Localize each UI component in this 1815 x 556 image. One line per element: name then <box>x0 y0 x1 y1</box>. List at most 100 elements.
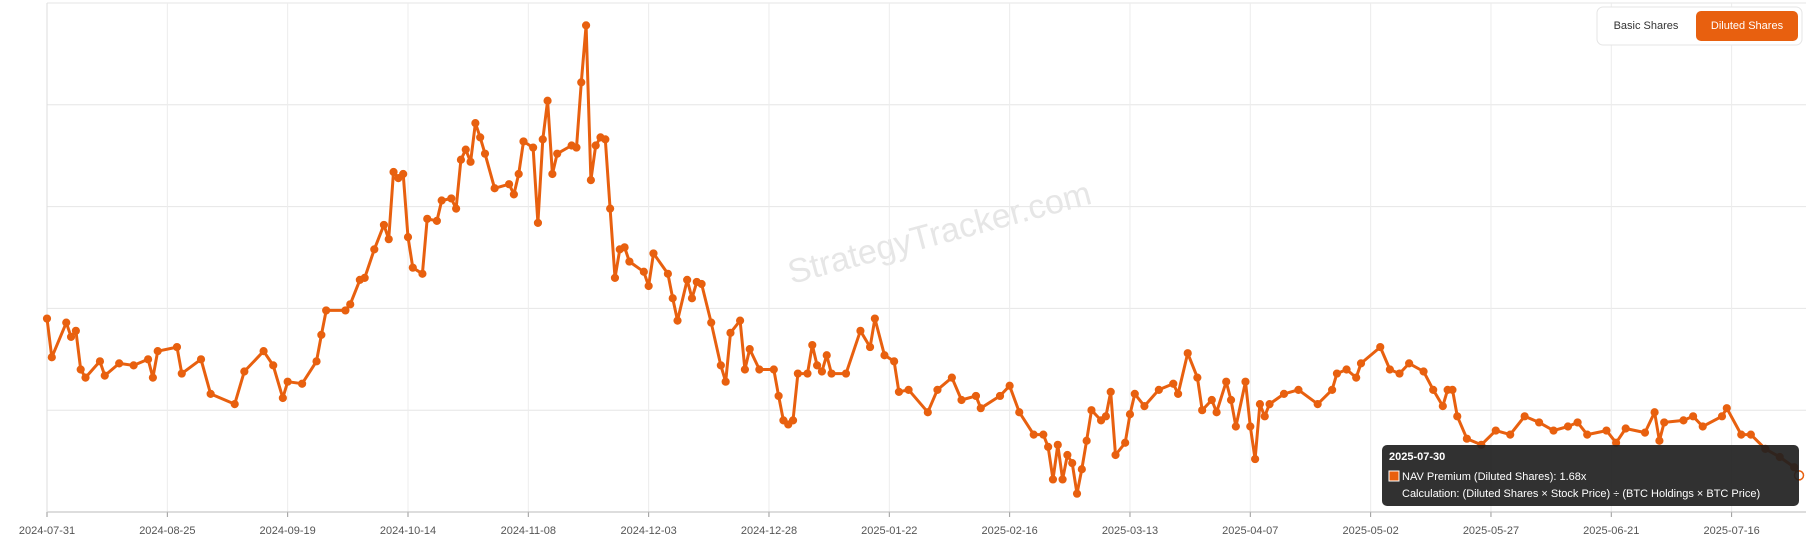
data-point <box>721 377 730 386</box>
data-point <box>230 399 239 409</box>
data-point <box>639 267 648 276</box>
x-tick-label: 2025-01-22 <box>861 525 917 537</box>
data-point <box>735 316 745 325</box>
data-point <box>269 361 278 370</box>
data-point <box>389 167 398 177</box>
data-point <box>317 330 326 339</box>
data-point <box>586 176 595 185</box>
data-point <box>1121 438 1130 447</box>
data-point <box>399 169 408 179</box>
basic-shares-button[interactable]: Basic Shares <box>1614 20 1679 32</box>
data-point <box>1549 426 1558 435</box>
data-point <box>890 357 899 366</box>
data-point <box>143 355 153 364</box>
data-point <box>62 318 71 327</box>
data-point <box>1193 373 1202 382</box>
data-point <box>346 300 355 309</box>
data-point <box>259 347 268 356</box>
data-point <box>384 235 393 244</box>
data-point <box>466 157 475 166</box>
data-point <box>740 365 750 374</box>
data-point <box>1438 402 1447 411</box>
data-point <box>1039 430 1048 439</box>
data-point <box>206 389 215 399</box>
data-point <box>1226 395 1236 405</box>
data-point <box>461 145 470 154</box>
data-point <box>880 351 889 360</box>
data-point <box>196 355 206 364</box>
data-point <box>817 367 827 376</box>
data-point <box>66 332 76 342</box>
data-point <box>822 351 831 360</box>
data-point <box>894 387 904 396</box>
data-point <box>1077 465 1086 474</box>
data-point <box>971 391 981 401</box>
data-point <box>1198 406 1207 415</box>
data-point <box>1679 416 1688 425</box>
data-point <box>519 137 528 146</box>
data-point <box>240 367 249 376</box>
data-point <box>1207 395 1216 405</box>
data-point <box>297 379 307 388</box>
data-point <box>1395 369 1404 378</box>
x-tick-label: 2024-11-08 <box>501 525 556 537</box>
data-point <box>1101 412 1111 421</box>
data-point <box>1255 399 1265 409</box>
data-point <box>1068 459 1077 468</box>
x-tick-label: 2025-06-21 <box>1583 525 1639 537</box>
data-point <box>490 184 499 193</box>
data-point <box>1087 406 1096 415</box>
data-point <box>697 279 706 289</box>
tooltip-title: 2025-07-30 <box>1389 451 1445 463</box>
data-point <box>1183 349 1192 358</box>
data-point <box>341 306 350 315</box>
data-point <box>1405 359 1414 368</box>
data-point <box>1520 412 1529 421</box>
data-point <box>1448 385 1457 394</box>
x-tick-label: 2024-10-14 <box>380 525 436 537</box>
data-point <box>1048 475 1058 484</box>
data-point <box>47 353 56 362</box>
data-point <box>529 143 538 152</box>
data-point <box>1621 424 1630 433</box>
x-tick-label: 2025-02-16 <box>981 525 1037 537</box>
data-point <box>1563 422 1573 431</box>
data-point <box>755 365 764 374</box>
data-point <box>370 245 379 254</box>
x-tick-label: 2025-04-07 <box>1222 525 1278 537</box>
data-point <box>437 196 446 205</box>
data-point <box>581 21 591 30</box>
x-tick-label: 2025-07-16 <box>1703 525 1759 537</box>
data-point <box>865 342 875 352</box>
data-point <box>683 275 692 284</box>
data-point <box>1246 422 1255 431</box>
data-point <box>1106 387 1115 396</box>
data-point <box>1044 442 1053 451</box>
data-point <box>803 369 812 378</box>
data-point <box>1650 408 1659 417</box>
data-point <box>976 404 985 413</box>
data-point <box>1260 412 1269 421</box>
data-point <box>1251 454 1260 464</box>
data-point <box>788 416 798 425</box>
data-point <box>1491 426 1500 435</box>
tooltip-swatch <box>1388 470 1400 482</box>
data-point <box>1082 436 1091 445</box>
x-tick-label: 2024-12-28 <box>741 525 797 537</box>
data-point <box>813 361 822 370</box>
data-point <box>509 190 518 199</box>
data-point <box>1462 434 1471 443</box>
diluted-shares-button-bg[interactable] <box>1696 11 1798 41</box>
data-point <box>957 395 966 405</box>
tooltip: 2025-07-30 NAV Premium (Diluted Shares):… <box>1382 445 1799 506</box>
diluted-shares-button[interactable]: Diluted Shares <box>1711 20 1784 32</box>
data-point <box>1419 367 1428 376</box>
data-point <box>1506 430 1515 439</box>
data-point <box>418 269 427 278</box>
data-point <box>726 328 735 337</box>
data-point <box>774 391 783 401</box>
data-point <box>432 216 441 225</box>
data-point <box>668 294 677 303</box>
data-point <box>1231 422 1240 431</box>
data-point <box>1453 412 1462 421</box>
